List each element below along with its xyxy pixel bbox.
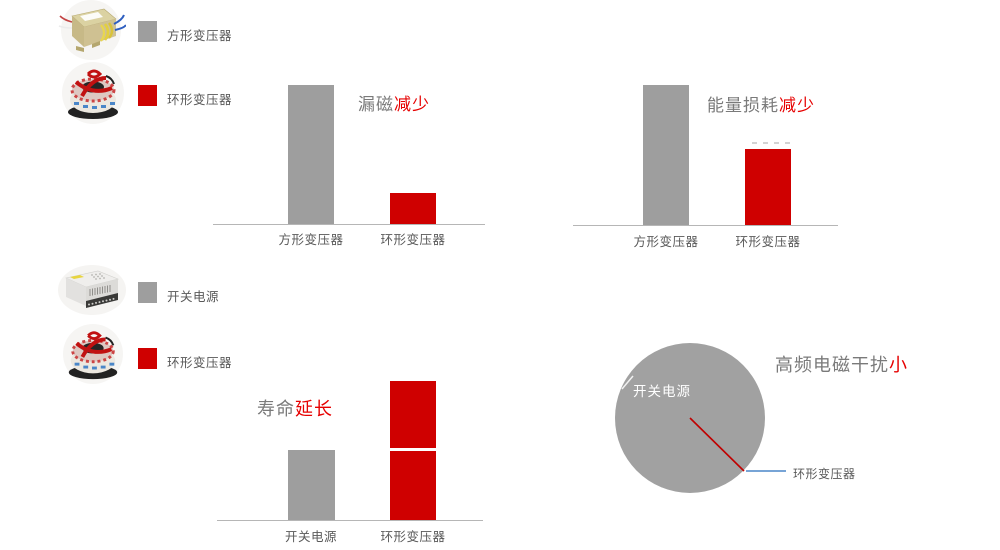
chart-title-highlight: 减少 xyxy=(394,95,430,114)
chart-title-highlight: 小 xyxy=(889,355,908,375)
x-label-square-transformer: 方形变压器 xyxy=(633,235,699,249)
legend-swatch-toroidal-transformer xyxy=(138,85,157,106)
legend-label-toroidal-transformer: 环形变压器 xyxy=(167,356,233,370)
legend-label-square-transformer: 方形变压器 xyxy=(167,29,233,43)
x-label-toroidal-transformer: 环形变压器 xyxy=(380,530,446,544)
chart-title-lifespan: 寿命延长 xyxy=(257,395,333,421)
chart-title-plain: 高频电磁干扰 xyxy=(775,355,889,375)
legend-swatch-square-transformer xyxy=(138,21,157,42)
bar-segment-divider xyxy=(390,448,436,451)
clipped-text-artifact xyxy=(752,142,792,144)
chart-title-highlight: 减少 xyxy=(779,96,815,115)
chart-title-plain: 漏磁 xyxy=(358,95,394,114)
chart-title-leakage: 漏磁减少 xyxy=(358,90,430,115)
bar-toroidal-transformer xyxy=(745,149,791,225)
chart-emi-pie: 高频电磁干扰小 开关电源 环形变压器 xyxy=(615,340,1000,510)
chart-lifespan: 寿命延长 开关电源 环形变压器 xyxy=(217,375,507,550)
bar-power-supply xyxy=(288,450,335,520)
bar-square-transformer xyxy=(643,85,689,225)
pie-label-tick xyxy=(621,375,634,390)
plot-area xyxy=(573,85,838,226)
bar-toroidal-transformer xyxy=(390,193,436,224)
pie-slice-toroidal-line xyxy=(689,417,745,472)
legend-top: 方形变压器 环形变压器 xyxy=(0,0,250,135)
switching-power-supply-photo xyxy=(58,265,126,315)
pie-label-power-supply: 开关电源 xyxy=(633,384,691,399)
pie-label-toroidal-transformer: 环形变压器 xyxy=(793,467,856,481)
legend-swatch-toroidal-transformer xyxy=(138,348,157,369)
chart-title-highlight: 延长 xyxy=(295,399,333,419)
square-transformer-photo xyxy=(58,0,126,60)
chart-leakage-flux: 漏磁减少 方形变压器 环形变压器 xyxy=(213,60,503,255)
legend-swatch-power-supply xyxy=(138,282,157,303)
bar-toroidal-transformer xyxy=(390,381,436,520)
pie-chart xyxy=(615,343,786,493)
toroidal-transformer-photo xyxy=(63,324,123,384)
chart-title-plain: 能量损耗 xyxy=(707,96,779,115)
legend-label-power-supply: 开关电源 xyxy=(167,290,220,304)
x-label-square-transformer: 方形变压器 xyxy=(278,233,344,247)
legend-bottom: 开关电源 环形变压器 xyxy=(0,262,250,397)
toroidal-transformer-photo xyxy=(62,62,124,124)
chart-energy-loss: 能量损耗减少 方形变压器 环形变压器 xyxy=(573,60,863,255)
bar-square-transformer xyxy=(288,85,334,224)
x-label-toroidal-transformer: 环形变压器 xyxy=(735,235,801,249)
chart-title-energy-loss: 能量损耗减少 xyxy=(707,91,815,116)
chart-title-plain: 寿命 xyxy=(257,399,295,419)
chart-title-emi: 高频电磁干扰小 xyxy=(775,351,908,377)
x-label-toroidal-transformer: 环形变压器 xyxy=(380,233,446,247)
legend-label-toroidal-transformer: 环形变压器 xyxy=(167,93,233,107)
plot-area xyxy=(213,85,485,225)
plot-area xyxy=(217,381,483,521)
x-label-power-supply: 开关电源 xyxy=(284,530,337,544)
